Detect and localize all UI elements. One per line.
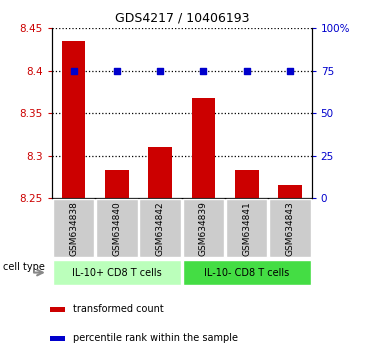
Bar (50, 307, 65, 312)
FancyBboxPatch shape (183, 199, 224, 257)
Title: GDS4217 / 10406193: GDS4217 / 10406193 (115, 11, 249, 24)
FancyBboxPatch shape (53, 260, 181, 285)
Text: cell type: cell type (3, 262, 45, 272)
Point (114, 68, 120, 74)
Point (244, 68, 250, 74)
FancyBboxPatch shape (183, 260, 311, 285)
Text: IL-10+ CD8 T cells: IL-10+ CD8 T cells (72, 268, 162, 278)
Text: GSM634843: GSM634843 (286, 201, 295, 256)
Text: GSM634841: GSM634841 (242, 201, 251, 256)
Text: percentile rank within the sample: percentile rank within the sample (73, 333, 238, 343)
Bar (105, 170, 129, 198)
Point (70, 68, 76, 74)
Text: IL-10- CD8 T cells: IL-10- CD8 T cells (204, 268, 289, 278)
Bar (148, 147, 172, 198)
Text: GSM634842: GSM634842 (156, 201, 165, 256)
FancyBboxPatch shape (139, 199, 181, 257)
Text: GSM634840: GSM634840 (112, 201, 121, 256)
Bar (191, 98, 215, 198)
FancyBboxPatch shape (53, 199, 94, 257)
Bar (62, 41, 85, 198)
Bar (50, 336, 65, 341)
FancyBboxPatch shape (269, 199, 311, 257)
Bar (278, 185, 302, 198)
FancyBboxPatch shape (96, 199, 138, 257)
Text: GSM634839: GSM634839 (199, 201, 208, 256)
FancyBboxPatch shape (226, 199, 267, 257)
Bar (235, 170, 259, 198)
Text: GSM634838: GSM634838 (69, 201, 78, 256)
Text: transformed count: transformed count (73, 304, 164, 314)
Point (200, 68, 206, 74)
Point (287, 68, 293, 74)
Point (157, 68, 163, 74)
